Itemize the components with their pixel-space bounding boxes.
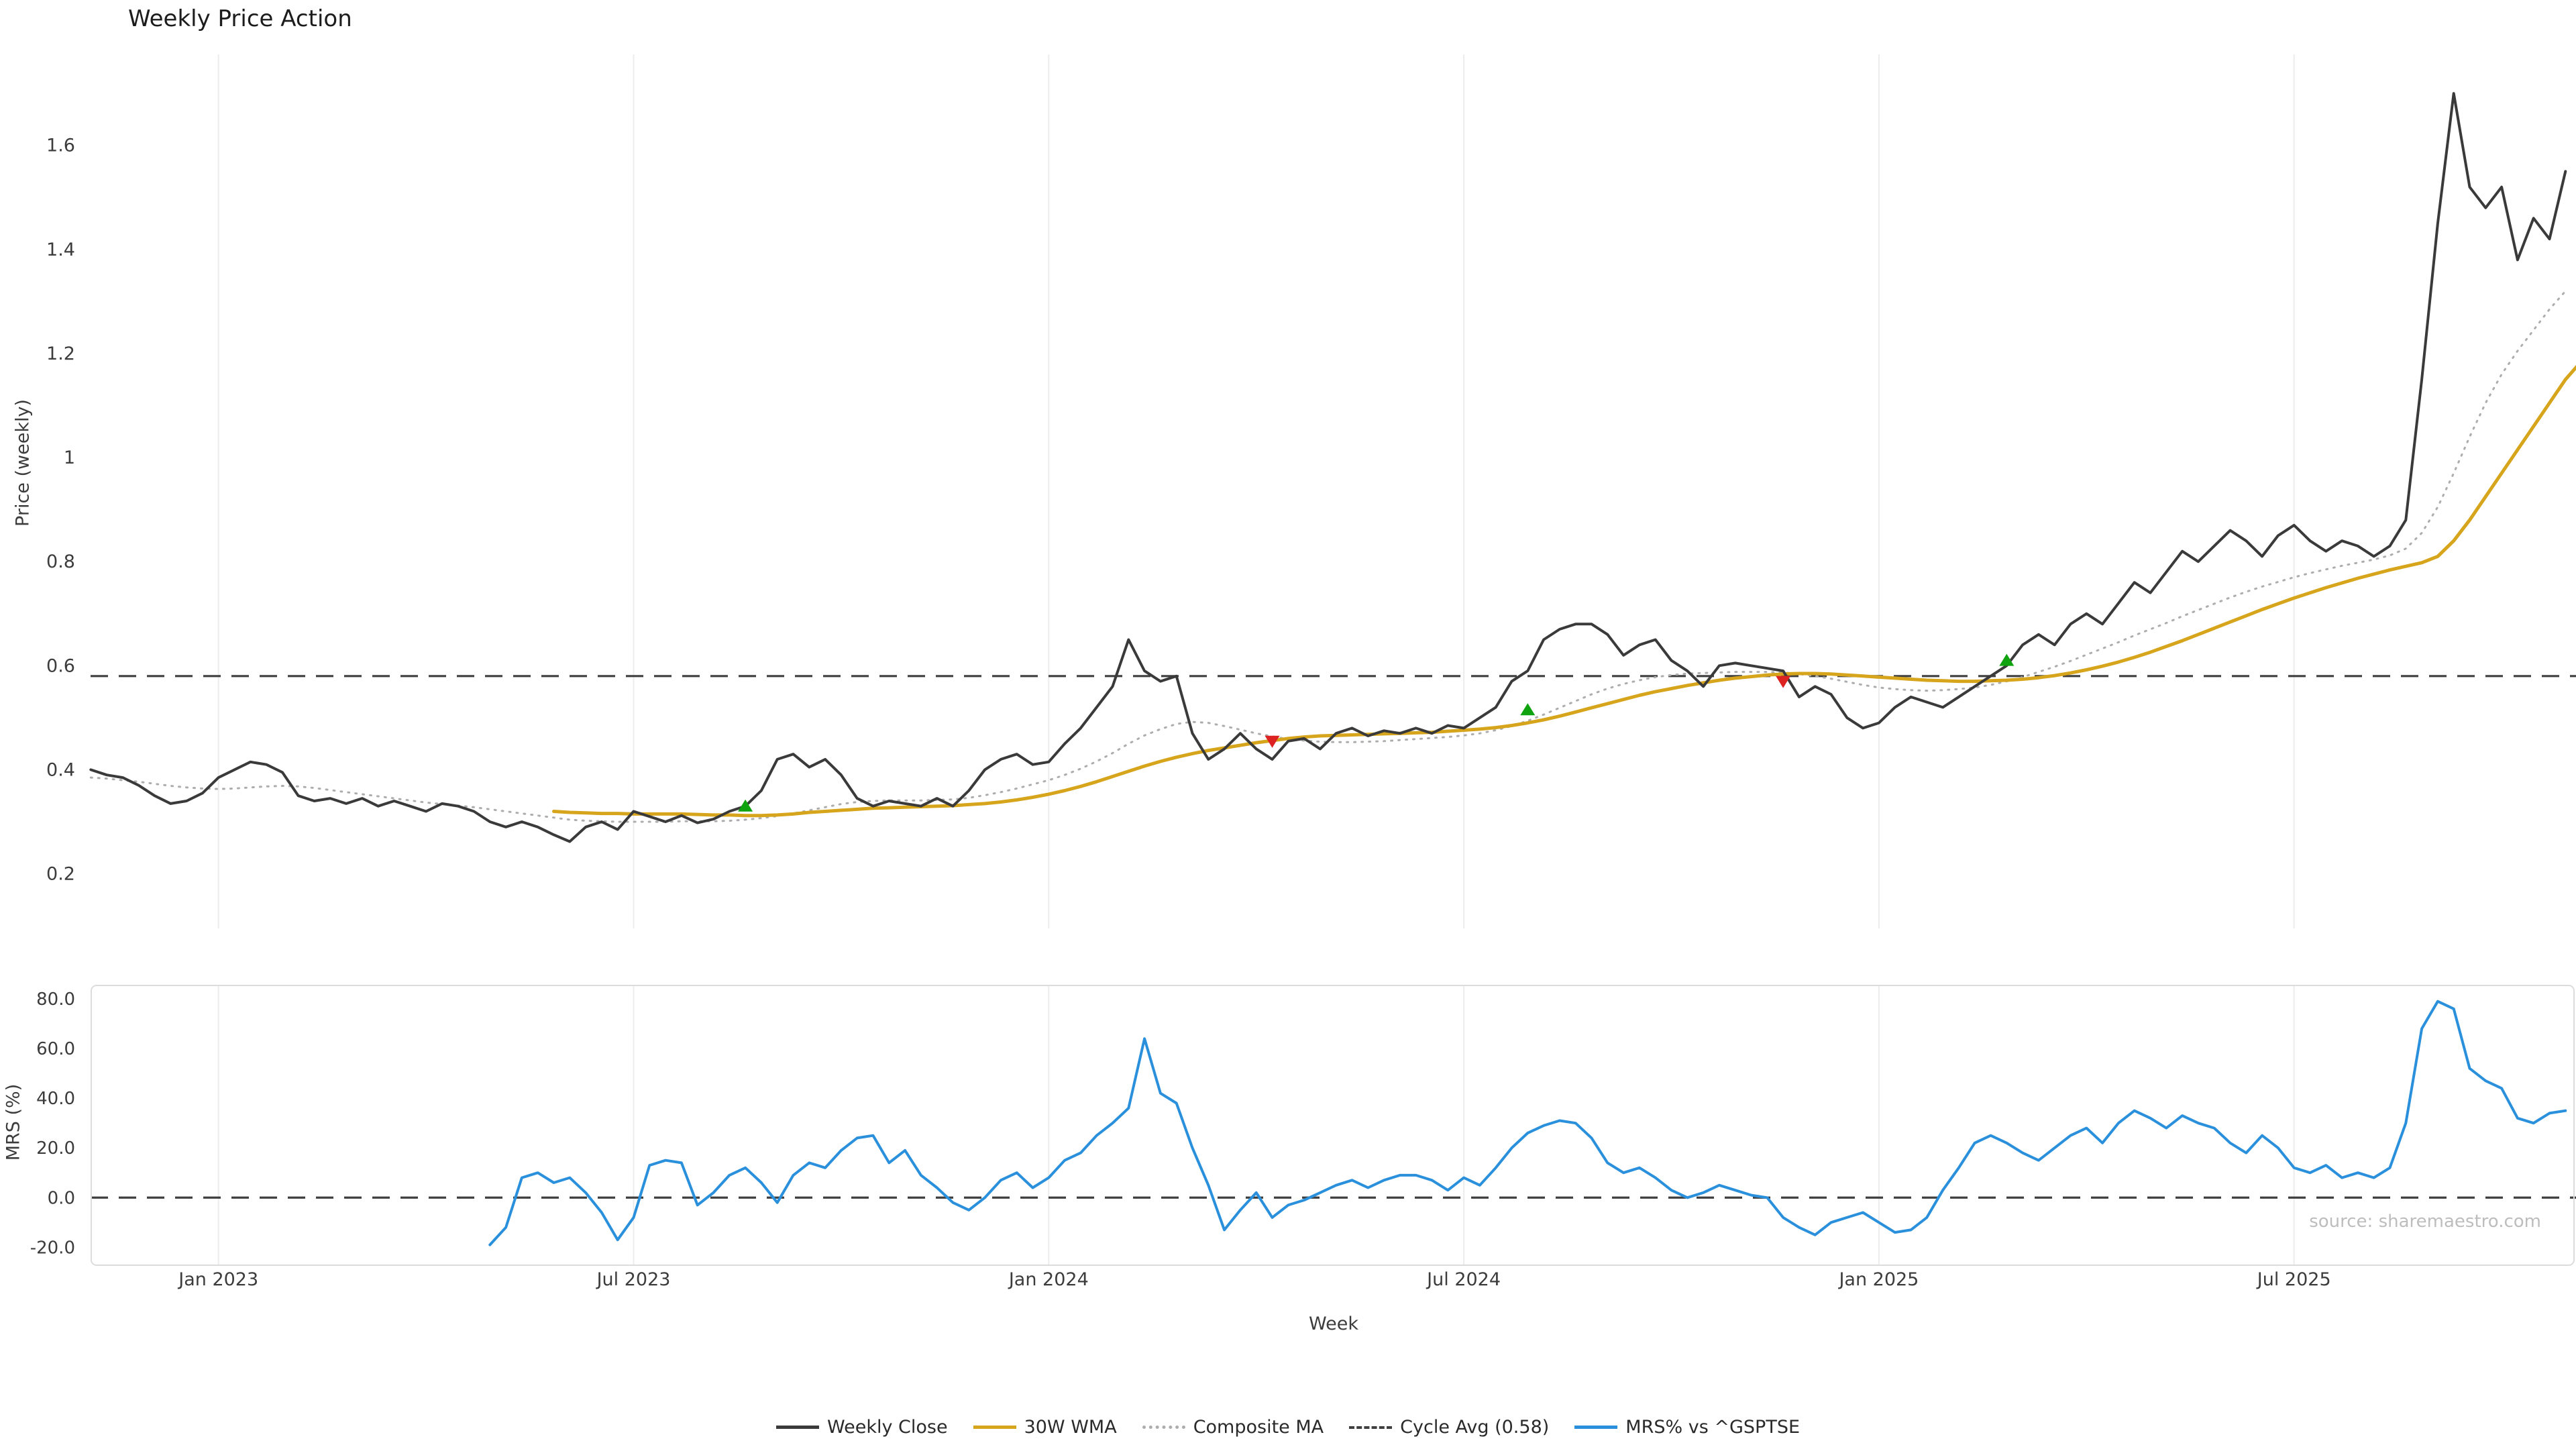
weekly-close-line [89,92,2567,843]
mrs-tick-label: 40.0 [36,1089,75,1109]
legend-item-30w-wma: 30W WMA [973,1417,1117,1438]
price-tick-label: 1.6 [46,136,75,156]
legend-swatch-solid-icon [775,1426,819,1429]
legend-item-cycle-avg-0-58-: Cycle Avg (0.58) [1349,1417,1549,1438]
legend-swatch-dotted-icon [1142,1426,1185,1429]
legend-swatch-dashed-icon [1349,1426,1393,1429]
legend-label: Cycle Avg (0.58) [1400,1417,1550,1438]
mrs-tick-label: 80.0 [36,989,75,1010]
price-tick-label: 0.4 [46,759,75,780]
x-tick-label: Jul 2023 [596,1269,671,1290]
mrs-line [488,1000,2567,1246]
mrs-tick-label: -20.0 [30,1238,75,1258]
chart-title: Weekly Price Action [128,5,352,32]
price-tick-label: 1.4 [46,239,75,260]
sell-signal-marker [1776,676,1791,688]
legend: Weekly Close 30W WMA Composite MA Cycle Avg… [0,1417,2576,1438]
legend-label: 30W WMA [1024,1417,1117,1438]
mrs-tick-label: 0.0 [48,1188,75,1208]
x-tick-label: Jan 2025 [1837,1269,1919,1290]
price-tick-label: 1.2 [46,343,75,364]
x-tick-label: Jul 2025 [2256,1269,2331,1290]
composite-ma-line [89,290,2567,823]
buy-signal-marker [738,799,753,812]
legend-swatch-solid-icon [1574,1426,1618,1429]
mrs-tick-label: 20.0 [36,1138,75,1159]
price-tick-label: 1 [64,447,75,468]
price-tick-label: 0.8 [46,551,75,572]
x-tick-label: Jul 2024 [1426,1269,1501,1290]
legend-swatch-solid-icon [973,1426,1016,1429]
buy-signal-marker [1520,703,1536,716]
buy-signal-marker [1999,653,2015,666]
legend-item-weekly-close: Weekly Close [775,1417,948,1438]
price-tick-label: 0.6 [46,655,75,676]
legend-item-composite-ma: Composite MA [1142,1417,1324,1438]
legend-label: Composite MA [1193,1417,1324,1438]
x-tick-label: Jan 2024 [1008,1269,1089,1290]
mrs-panel-border [91,985,2575,1266]
source-watermark: source: sharemaestro.com [2309,1212,2541,1232]
x-axis-label: Week [1309,1313,1358,1334]
mrs-tick-label: 60.0 [36,1039,75,1059]
legend-item-mrs-vs-gsptse: MRS% vs ^GSPTSE [1574,1417,1800,1438]
legend-label: Weekly Close [826,1417,948,1438]
price-tick-label: 0.2 [46,864,75,885]
wma-line [552,365,2576,818]
x-tick-label: Jan 2023 [177,1269,258,1290]
sell-signal-marker [1265,735,1280,748]
legend-label: MRS% vs ^GSPTSE [1625,1417,1801,1438]
